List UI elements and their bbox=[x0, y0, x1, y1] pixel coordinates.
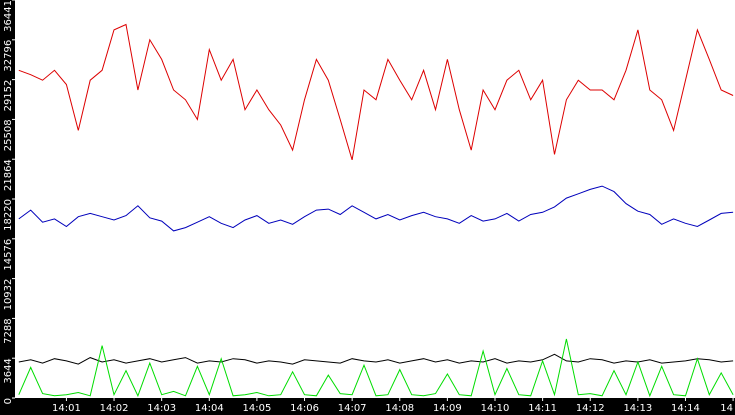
y-tick-label: 10932 bbox=[3, 279, 14, 311]
x-tick-label: 14:02 bbox=[100, 403, 129, 414]
x-tick-label: 14:06 bbox=[290, 403, 319, 414]
x-tick-label: 14:09 bbox=[433, 403, 462, 414]
y-tick-label: 25508 bbox=[3, 119, 14, 151]
x-tick-label: 14:04 bbox=[195, 403, 224, 414]
x-tick-label: 14:10 bbox=[481, 403, 510, 414]
y-tick-label: 14576 bbox=[3, 239, 14, 271]
x-tick-label: 14:14 bbox=[671, 403, 700, 414]
x-tick-label: 14:05 bbox=[242, 403, 271, 414]
x-tick-label: 14:03 bbox=[147, 403, 176, 414]
x-tick-label: 14:11 bbox=[528, 403, 557, 414]
x-tick-label: 14:13 bbox=[623, 403, 652, 414]
x-tick-label: 14:01 bbox=[52, 403, 81, 414]
x-tick-label: 14:08 bbox=[385, 403, 414, 414]
x-tick-label: 14 bbox=[720, 403, 733, 414]
y-tick-label: 7288 bbox=[3, 318, 14, 343]
y-tick-label: 18220 bbox=[3, 199, 14, 231]
x-tick-label: 14:12 bbox=[576, 403, 605, 414]
y-axis-strip bbox=[0, 0, 15, 415]
series-line bbox=[18, 23, 734, 161]
series-line bbox=[18, 185, 734, 232]
series-line bbox=[18, 353, 734, 365]
x-tick-label: 14:07 bbox=[338, 403, 367, 414]
y-tick-label: 29152 bbox=[3, 80, 14, 112]
y-tick-label: 36441 bbox=[3, 0, 14, 32]
y-tick-label: 32796 bbox=[3, 40, 14, 72]
x-axis-strip bbox=[0, 398, 735, 415]
y-tick-label: 21864 bbox=[3, 159, 14, 191]
y-tick-label: 3644 bbox=[3, 358, 14, 383]
y-tick-label: 0 bbox=[3, 398, 14, 404]
series-line bbox=[18, 338, 734, 398]
